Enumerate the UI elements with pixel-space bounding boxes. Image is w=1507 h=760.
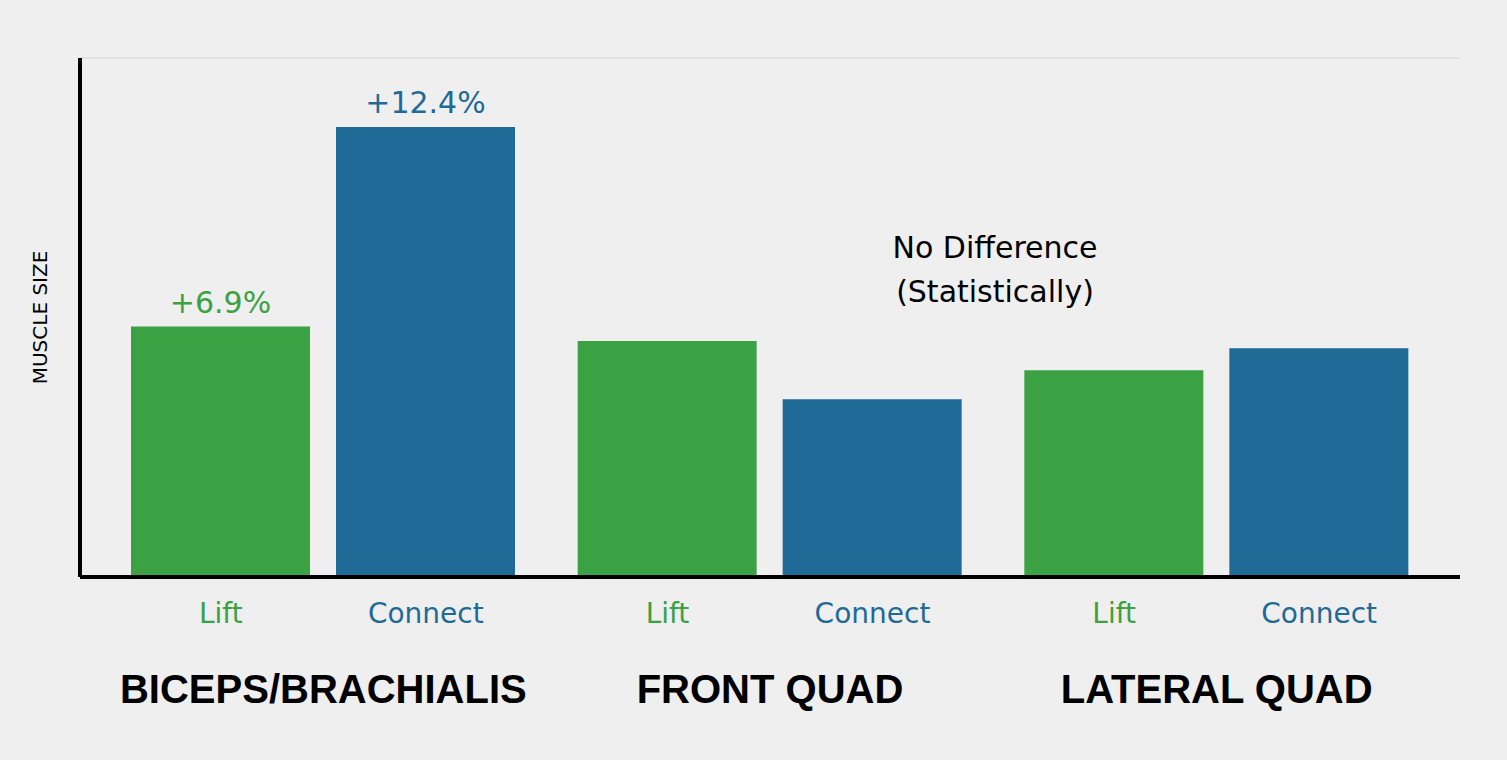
html-text:No Difference: No Difference bbox=[892, 230, 1098, 265]
svg-text:+6.9%: +6.9% bbox=[170, 285, 271, 320]
svg-text:Lift: Lift bbox=[646, 597, 690, 630]
svg-text:Connect: Connect bbox=[815, 597, 931, 630]
svg-text:Lift: Lift bbox=[1092, 597, 1136, 630]
svg-text:FRONT QUAD: FRONT QUAD bbox=[637, 667, 904, 711]
html-text:(Statistically): (Statistically) bbox=[896, 274, 1094, 309]
svg-text:BICEPS/BRACHIALIS: BICEPS/BRACHIALIS bbox=[120, 667, 527, 711]
svg-text:MUSCLE SIZE: MUSCLE SIZE bbox=[28, 251, 52, 385]
svg-text:Lift: Lift bbox=[199, 597, 243, 630]
svg-text:LATERAL QUAD: LATERAL QUAD bbox=[1061, 667, 1373, 711]
svg-text:Connect: Connect bbox=[1261, 597, 1377, 630]
svg-text:+12.4%: +12.4% bbox=[365, 85, 485, 120]
svg-text:Connect: Connect bbox=[368, 597, 484, 630]
